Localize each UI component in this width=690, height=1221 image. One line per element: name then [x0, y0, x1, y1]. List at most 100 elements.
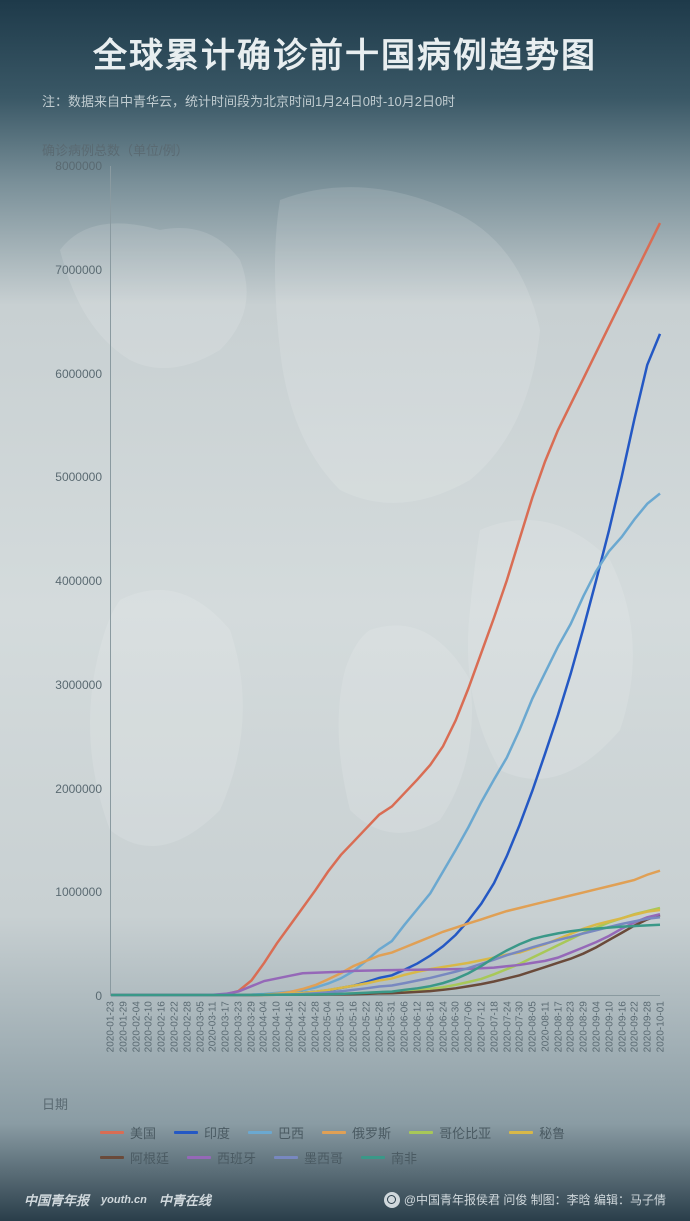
legend: 美国 印度 巴西 俄罗斯 哥伦比亚 秘鲁阿根廷 西班牙 墨西哥 南非: [100, 1123, 640, 1167]
x-tick: 2020-07-12: [476, 1001, 487, 1052]
x-tick: 2020-04-16: [285, 1001, 296, 1052]
x-tick: 2020-01-29: [118, 1001, 129, 1052]
y-tick: 5000000: [42, 470, 102, 484]
x-tick: 2020-08-11: [540, 1001, 551, 1051]
chart-area: 0 1000000 2000000 3000000 4000000 5000000 6000…: [42, 166, 660, 1036]
legend-label: 阿根廷: [130, 1148, 169, 1167]
legend-label: 巴西: [278, 1123, 304, 1142]
x-tick: 2020-03-17: [221, 1001, 232, 1052]
x-tick: 2020-06-18: [425, 1001, 436, 1052]
plot-area: 2020-01-232020-01-292020-02-042020-02-10…: [110, 166, 660, 996]
legend-swatch: [274, 1156, 298, 1159]
y-tick: 7000000: [42, 263, 102, 277]
footer-credit: @中国青年报侯君 问俊 制图：李晗 编辑：马子倩: [384, 1191, 666, 1209]
legend-label: 秘鲁: [539, 1123, 565, 1142]
x-tick: 2020-08-05: [528, 1001, 539, 1052]
x-tick: 2020-06-24: [438, 1001, 449, 1052]
x-tick: 2020-07-24: [502, 1001, 513, 1052]
x-tick: 2020-05-16: [349, 1001, 360, 1052]
legend-item-阿根廷: 阿根廷: [100, 1148, 169, 1167]
y-tick: 0: [42, 989, 102, 1003]
footer: 中国青年报 youth.cn 中青在线 @中国青年报侯君 问俊 制图：李晗 编辑…: [0, 1190, 690, 1209]
x-tick: 2020-09-16: [617, 1001, 628, 1052]
x-tick: 2020-01-23: [106, 1001, 117, 1052]
x-tick: 2020-04-04: [259, 1001, 270, 1052]
legend-item-墨西哥: 墨西哥: [274, 1148, 343, 1167]
x-tick: 2020-02-16: [157, 1001, 168, 1052]
y-tick: 8000000: [42, 159, 102, 173]
x-tick: 2020-02-04: [131, 1001, 142, 1052]
legend-label: 墨西哥: [304, 1148, 343, 1167]
chart-subtitle: 注：数据来自中青华云，统计时间段为北京时间1月24日0时-10月2日0时: [0, 77, 690, 110]
x-tick: 2020-08-23: [566, 1001, 577, 1052]
x-axis-label: 日期: [42, 1094, 68, 1113]
legend-swatch: [187, 1156, 211, 1159]
y-tick: 1000000: [42, 885, 102, 899]
x-tick: 2020-03-23: [233, 1001, 244, 1052]
legend-item-秘鲁: 秘鲁: [509, 1123, 565, 1142]
x-tick: 2020-06-06: [400, 1001, 411, 1052]
legend-item-俄罗斯: 俄罗斯: [322, 1123, 391, 1142]
x-tick: 2020-05-22: [361, 1001, 372, 1052]
legend-label: 俄罗斯: [352, 1123, 391, 1142]
x-tick: 2020-08-17: [553, 1001, 564, 1052]
legend-label: 印度: [204, 1123, 230, 1142]
page-root: 全球累计确诊前十国病例趋势图 注：数据来自中青华云，统计时间段为北京时间1月24…: [0, 0, 690, 1221]
series-line-印度: [111, 334, 660, 995]
legend-label: 南非: [391, 1148, 417, 1167]
x-tick: 2020-09-10: [604, 1001, 615, 1052]
x-tick: 2020-05-28: [374, 1001, 385, 1052]
legend-label: 西班牙: [217, 1148, 256, 1167]
line-chart-svg: [111, 166, 660, 995]
x-tick: 2020-07-06: [464, 1001, 475, 1052]
series-line-秘鲁: [111, 910, 660, 995]
x-tick: 2020-02-22: [169, 1001, 180, 1052]
y-tick: 2000000: [42, 782, 102, 796]
legend-swatch: [509, 1131, 533, 1134]
credit-text: @中国青年报侯君 问俊 制图：李晗 编辑：马子倩: [404, 1193, 666, 1207]
x-tick: 2020-05-10: [336, 1001, 347, 1052]
x-tick: 2020-07-30: [515, 1001, 526, 1052]
legend-swatch: [322, 1131, 346, 1134]
y-tick: 6000000: [42, 367, 102, 381]
series-line-哥伦比亚: [111, 908, 660, 995]
legend-item-美国: 美国: [100, 1123, 156, 1142]
legend-item-巴西: 巴西: [248, 1123, 304, 1142]
legend-label: 哥伦比亚: [439, 1123, 491, 1142]
x-tick: 2020-03-29: [246, 1001, 257, 1052]
legend-item-西班牙: 西班牙: [187, 1148, 256, 1167]
legend-swatch: [174, 1131, 198, 1134]
y-axis-label: 确诊病例总数（单位/例）: [42, 140, 189, 159]
x-tick: 2020-02-10: [144, 1001, 155, 1052]
legend-swatch: [100, 1131, 124, 1134]
legend-label: 美国: [130, 1123, 156, 1142]
x-tick: 2020-05-04: [323, 1001, 334, 1052]
legend-swatch: [100, 1156, 124, 1159]
y-tick: 3000000: [42, 678, 102, 692]
x-tick: 2020-04-28: [310, 1001, 321, 1052]
y-tick: 4000000: [42, 574, 102, 588]
legend-item-印度: 印度: [174, 1123, 230, 1142]
chart-title: 全球累计确诊前十国病例趋势图: [0, 0, 690, 77]
x-tick: 2020-06-12: [412, 1001, 423, 1052]
x-tick: 2020-09-22: [630, 1001, 641, 1052]
x-tick: 2020-04-22: [297, 1001, 308, 1052]
weibo-icon: [384, 1192, 400, 1208]
x-tick: 2020-03-11: [208, 1001, 219, 1051]
logo-zqzx: 中青在线: [159, 1190, 211, 1209]
x-tick: 2020-09-04: [592, 1001, 603, 1052]
series-line-巴西: [111, 494, 660, 995]
logo-cyd: 中国青年报: [24, 1190, 89, 1209]
logo-youth: youth.cn: [101, 1194, 147, 1206]
legend-swatch: [361, 1156, 385, 1159]
x-tick: 2020-02-28: [182, 1001, 193, 1052]
x-tick: 2020-07-18: [489, 1001, 500, 1052]
x-tick: 2020-09-28: [643, 1001, 654, 1052]
x-tick: 2020-08-29: [579, 1001, 590, 1052]
legend-swatch: [248, 1131, 272, 1134]
legend-swatch: [409, 1131, 433, 1134]
x-tick: 2020-03-05: [195, 1001, 206, 1052]
x-tick: 2020-05-31: [387, 1001, 398, 1052]
footer-logos: 中国青年报 youth.cn 中青在线: [24, 1190, 211, 1209]
x-tick: 2020-10-01: [656, 1001, 667, 1052]
